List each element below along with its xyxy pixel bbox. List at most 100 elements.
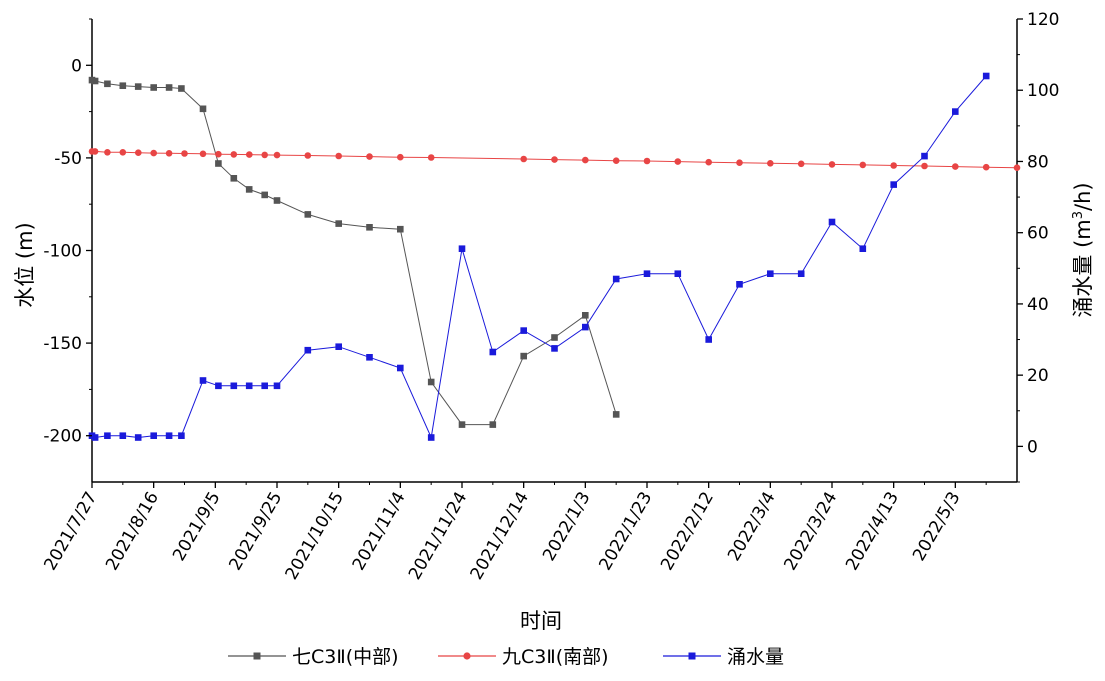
y-right-tick-label: 80 [1027, 152, 1049, 172]
data-point [952, 163, 959, 170]
x-tick-label: 2021/11/24 [405, 489, 471, 584]
data-point [304, 211, 312, 218]
data-point [366, 153, 373, 160]
x-axis-title: 时间 [520, 609, 562, 633]
data-point [427, 434, 435, 441]
y-left-tick-label: -100 [43, 242, 82, 262]
data-point [705, 336, 712, 343]
series-3 [88, 72, 990, 441]
data-point [150, 84, 157, 91]
series-line-3 [91, 75, 987, 440]
y-right-tick-label: 60 [1027, 224, 1049, 244]
data-point [304, 152, 312, 159]
data-point [104, 432, 111, 439]
data-point [890, 162, 897, 169]
data-point [199, 377, 207, 384]
legend-label-series-3: 涌水量 [727, 646, 784, 668]
data-point [705, 158, 712, 166]
data-point [91, 77, 99, 85]
data-point [520, 155, 527, 163]
data-point [828, 218, 836, 226]
data-point [150, 149, 157, 157]
y-right-tick-label: 40 [1027, 295, 1049, 315]
data-point [119, 432, 127, 439]
y-left-tick-label: -200 [43, 427, 82, 447]
data-point [643, 270, 651, 277]
y-left-axis-title: 水位 (m) [13, 222, 37, 308]
data-point [921, 152, 928, 160]
x-tick-label: 2022/1/3 [539, 489, 595, 565]
data-point [366, 224, 373, 231]
data-point [135, 149, 142, 156]
data-point [612, 411, 620, 418]
data-point [458, 245, 466, 252]
data-point [982, 163, 990, 171]
y-right-axis-title-tail: /h) [1071, 182, 1095, 211]
data-point [736, 159, 743, 166]
data-point [273, 151, 281, 159]
data-point [104, 149, 111, 156]
data-point [982, 72, 990, 80]
data-point [273, 197, 281, 204]
data-point [427, 154, 435, 161]
x-tick-label: 2021/9/5 [169, 489, 225, 565]
data-point [181, 150, 188, 157]
x-tick-label: 2022/3/24 [780, 489, 841, 574]
y-right-axis-title-main: 涌水量 (m [1071, 219, 1095, 317]
data-point [427, 378, 435, 386]
x-tick-label: 2021/10/15 [282, 489, 348, 584]
data-point [104, 80, 111, 88]
data-point [859, 245, 867, 252]
data-point [1013, 164, 1021, 171]
data-point [261, 382, 268, 390]
data-point [828, 161, 836, 168]
data-point [246, 151, 253, 158]
y-left-tick-label: 0 [71, 56, 82, 76]
data-point [335, 343, 342, 350]
data-point [273, 382, 281, 390]
legend-marker-series-1 [253, 652, 261, 660]
x-tick-label: 2021/11/4 [349, 489, 410, 574]
data-point [582, 323, 589, 331]
data-point [397, 364, 404, 372]
data-point [767, 160, 774, 167]
data-point [952, 108, 959, 115]
series-layer [88, 72, 1021, 441]
data-point [304, 346, 312, 354]
data-point [674, 270, 682, 277]
x-tick-label: 2021/9/25 [225, 489, 286, 574]
legend-marker-series-2 [463, 652, 471, 660]
data-point [551, 345, 558, 352]
data-point [489, 421, 497, 428]
data-point [230, 382, 238, 390]
data-point [230, 175, 238, 182]
series-line-1 [91, 79, 617, 426]
legend-label-series-2: 九C3Ⅱ(南部) [502, 646, 609, 668]
data-point [215, 160, 222, 167]
data-point [91, 434, 99, 441]
x-tick-label: 2021/7/27 [40, 489, 101, 574]
data-point [150, 432, 157, 439]
data-point [230, 151, 238, 158]
y-right-tick-label: 100 [1027, 81, 1059, 101]
data-point [134, 434, 142, 441]
data-point [397, 153, 404, 161]
data-point [165, 84, 173, 91]
legend: 七C3Ⅱ(中部) 九C3Ⅱ(南部) 涌水量 [228, 646, 784, 668]
data-point [397, 225, 404, 233]
data-point [797, 270, 805, 277]
y-right-tick-label: 120 [1027, 10, 1059, 30]
data-point [674, 158, 682, 165]
data-point [859, 161, 867, 169]
data-point [612, 275, 620, 283]
plot-frame [91, 19, 1018, 483]
data-point [582, 156, 589, 164]
x-tick-label: 2022/2/12 [657, 489, 718, 574]
data-point [165, 150, 173, 157]
data-point [178, 432, 185, 439]
data-point [335, 220, 342, 227]
y-right-axis-title-sup: 3 [1071, 211, 1086, 219]
x-tick-label: 2022/1/23 [595, 489, 656, 574]
y-left-tick-label: -50 [54, 149, 82, 169]
data-point [551, 156, 558, 163]
